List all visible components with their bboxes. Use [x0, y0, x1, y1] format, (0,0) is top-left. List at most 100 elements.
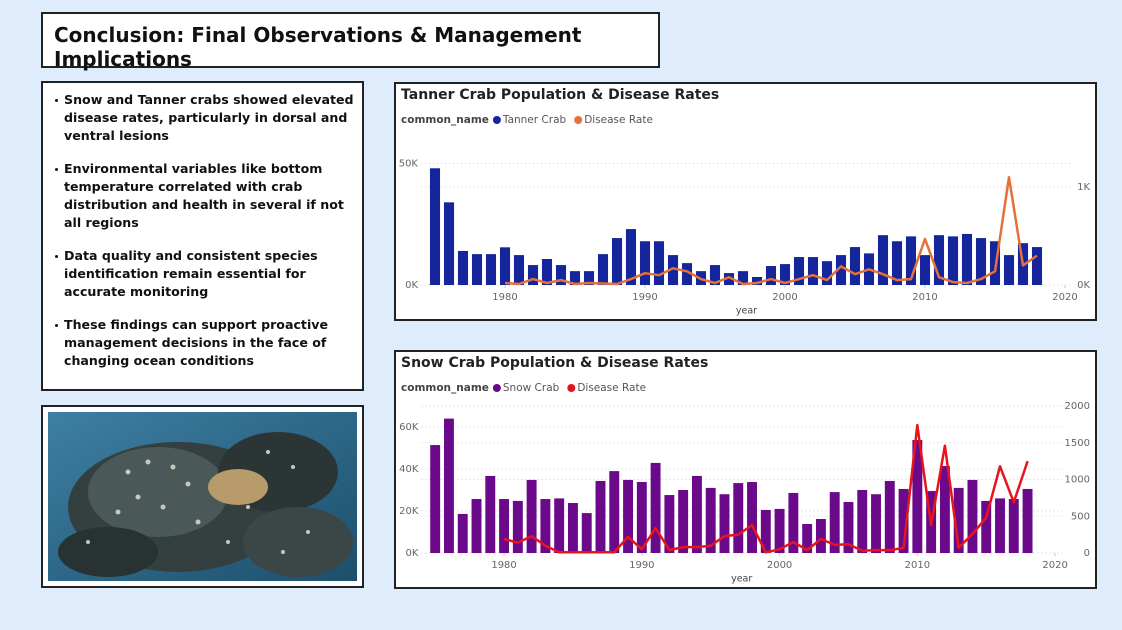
y2-tick-label: 1000: [1065, 475, 1090, 486]
legend-title: common_name: [401, 382, 489, 394]
bar: [709, 265, 721, 285]
bar: [765, 266, 777, 285]
bar: [567, 503, 578, 553]
bullet: Environmental variables like bottom temp…: [53, 160, 354, 232]
x-tick-label: 1980: [491, 560, 516, 571]
bar: [733, 483, 744, 553]
bar: [898, 488, 909, 553]
bar: [499, 499, 510, 553]
bar: [877, 235, 889, 285]
bar: [653, 241, 665, 285]
y-tick-label: 60K: [399, 422, 419, 433]
bar: [611, 238, 623, 285]
bar: [623, 479, 634, 553]
bar: [471, 254, 483, 285]
x-axis-label: year: [731, 574, 752, 585]
bar: [939, 466, 950, 553]
x-axis-label: year: [736, 306, 757, 317]
y2-tick-label: 0: [1084, 548, 1090, 559]
chart-snow: Snow Crab Population & Disease Rates comm…: [394, 350, 1097, 589]
legend-label: Tanner Crab: [502, 114, 567, 126]
y-tick-label: 50K: [399, 158, 419, 169]
bar: [829, 492, 840, 553]
bar: [429, 168, 441, 285]
bar: [678, 490, 689, 553]
bar: [919, 255, 931, 285]
bar: [835, 255, 847, 285]
bar: [747, 482, 757, 553]
bullet: These findings can support proactive man…: [53, 316, 354, 370]
bar: [947, 236, 959, 285]
photo-frame: [41, 405, 364, 588]
legend-label: Disease Rate: [584, 114, 653, 126]
bar: [774, 508, 785, 553]
bar: [1003, 255, 1015, 285]
bar: [555, 265, 567, 285]
page-title: Conclusion: Final Observations & Managem…: [41, 12, 660, 71]
bar: [1008, 499, 1019, 553]
bar: [540, 499, 551, 553]
bar: [471, 499, 482, 553]
bar: [541, 258, 553, 285]
bar: [857, 490, 868, 553]
x-tick-label: 1990: [632, 292, 657, 303]
x-tick-label: 2000: [767, 560, 792, 571]
bar: [609, 471, 620, 553]
bar: [779, 264, 791, 285]
x-tick-label: 2020: [1052, 292, 1077, 303]
bar: [933, 235, 945, 285]
legend-label: Disease Rate: [577, 382, 646, 394]
bar: [961, 233, 973, 285]
bar: [719, 494, 730, 553]
bar: [512, 500, 523, 553]
bar: [636, 482, 647, 553]
y2-tick-label: 500: [1071, 511, 1090, 522]
bar: [457, 250, 469, 285]
bar: [691, 475, 702, 553]
x-tick-label: 2000: [772, 292, 797, 303]
legend-title: common_name: [401, 114, 489, 126]
legend-marker: [574, 116, 583, 124]
bullet: Snow and Tanner crabs showed elevated di…: [53, 91, 354, 145]
bar: [526, 479, 537, 553]
chart-title: Snow Crab Population & Disease Rates: [401, 355, 708, 371]
bar: [667, 255, 679, 285]
bar: [705, 487, 716, 553]
bar: [760, 509, 771, 553]
bar: [737, 271, 749, 285]
bar: [1022, 488, 1033, 553]
bar: [457, 513, 468, 553]
bar: [995, 498, 1005, 553]
bar: [891, 241, 903, 285]
x-tick-label: 2010: [905, 560, 930, 571]
bar: [967, 479, 978, 553]
bar: [953, 487, 964, 553]
bar: [751, 276, 763, 285]
x-tick-label: 1980: [492, 292, 517, 303]
crab-photo: [48, 412, 357, 581]
chart-tanner: Tanner Crab Population & Disease Rates co…: [394, 82, 1097, 321]
bar: [788, 492, 799, 553]
x-tick-label: 2010: [912, 292, 937, 303]
y-tick-label: 20K: [399, 506, 419, 517]
bar: [975, 238, 987, 285]
bar: [981, 500, 992, 553]
y2-tick-label: 1K: [1077, 182, 1090, 193]
chart-title: Tanner Crab Population & Disease Rates: [401, 87, 719, 103]
bar: [821, 261, 833, 285]
bar: [595, 480, 606, 553]
bar: [905, 236, 917, 285]
bullet-list: Snow and Tanner crabs showed elevated di…: [41, 81, 364, 391]
bar: [485, 254, 497, 285]
bar: [793, 257, 805, 285]
bar: [430, 445, 441, 553]
bar: [625, 229, 637, 285]
bar: [650, 462, 661, 553]
bullet: Data quality and consistent species iden…: [53, 247, 354, 301]
bar: [884, 480, 895, 553]
legend-marker: [567, 384, 576, 392]
y2-tick-label: 2000: [1065, 401, 1090, 412]
bar: [871, 494, 881, 553]
bar: [443, 418, 454, 553]
